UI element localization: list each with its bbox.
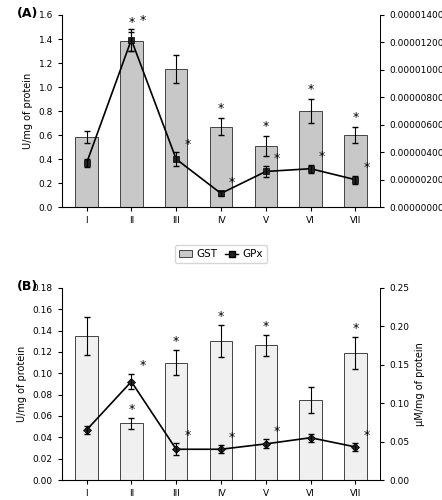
Bar: [344, 135, 367, 207]
Bar: [75, 138, 98, 207]
Text: *: *: [274, 424, 280, 438]
Text: *: *: [363, 161, 370, 174]
Text: *: *: [173, 334, 179, 347]
Bar: [120, 42, 143, 207]
Text: *: *: [352, 110, 358, 124]
Bar: [210, 126, 232, 207]
Y-axis label: U/mg of protein: U/mg of protein: [23, 73, 33, 149]
Text: *: *: [263, 320, 269, 332]
Text: (B): (B): [17, 280, 38, 293]
Text: *: *: [139, 360, 146, 372]
Text: *: *: [352, 322, 358, 335]
Bar: [255, 146, 277, 207]
Bar: [255, 346, 277, 480]
Bar: [120, 424, 143, 480]
Text: *: *: [139, 14, 146, 28]
Text: *: *: [263, 120, 269, 134]
Y-axis label: U/mg of protein: U/mg of protein: [17, 346, 27, 422]
Text: *: *: [308, 83, 314, 96]
Text: *: *: [128, 16, 134, 29]
Bar: [165, 69, 187, 207]
Y-axis label: μM/mg of protein: μM/mg of protein: [415, 342, 425, 426]
Bar: [344, 353, 367, 480]
Bar: [75, 336, 98, 480]
Text: (A): (A): [17, 8, 39, 20]
Text: *: *: [229, 176, 235, 190]
Bar: [165, 362, 187, 480]
Text: *: *: [184, 138, 191, 151]
Text: *: *: [218, 310, 224, 323]
Bar: [299, 400, 322, 480]
Text: *: *: [363, 428, 370, 442]
Text: *: *: [128, 403, 134, 416]
Bar: [210, 341, 232, 480]
Text: *: *: [184, 428, 191, 442]
Bar: [299, 111, 322, 207]
Legend: GST, GPx: GST, GPx: [175, 245, 267, 264]
Text: *: *: [229, 431, 235, 444]
Text: *: *: [218, 102, 224, 116]
Text: *: *: [319, 150, 325, 163]
Text: *: *: [274, 152, 280, 164]
